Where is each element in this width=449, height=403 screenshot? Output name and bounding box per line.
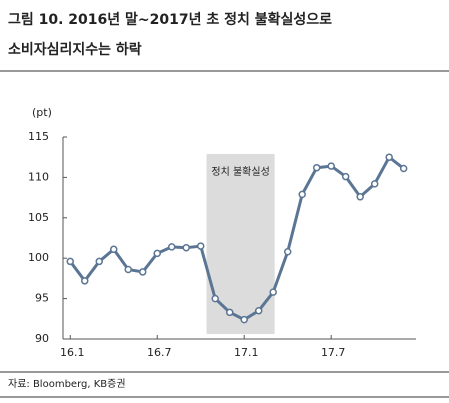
line [69,155,405,322]
marker [196,242,205,250]
marker [182,243,190,252]
source: 자료: Bloomberg, KB증권 [8,378,126,390]
chart-title: 그림 10. 2016년 말~2017년 초 정치 불확실성으로 [8,11,332,28]
marker [298,190,306,199]
marker [385,153,393,161]
x-tick-label: 17.1 [234,346,259,359]
marker [109,245,118,254]
y-axis-label: (pt) [32,106,52,119]
y-tick-label: 110 [28,170,49,183]
marker [153,249,161,258]
marker [269,288,277,296]
x-tick-label: 16.7 [147,346,172,359]
marker [399,164,408,173]
highlight-band [206,154,275,334]
marker [370,180,379,188]
chart-subtitle: 소비자심리지수는 하락 [8,41,142,58]
y-tick-label: 105 [28,211,49,224]
marker [167,243,176,251]
y-tick-label: 100 [28,251,49,264]
marker [312,163,321,172]
marker [283,247,292,256]
marker [138,268,147,276]
marker [225,308,234,317]
y-tick-label: 95 [35,292,49,305]
marker [124,265,132,274]
marker [80,277,89,285]
marker [240,315,248,324]
marker [66,257,74,266]
highlight-label: 정치 불확실성 [211,166,269,178]
marker [327,162,335,170]
marker [356,193,364,201]
marker [211,294,219,303]
marker [254,306,263,315]
x-tick-label: 17.7 [321,346,346,359]
y-tick-label: 115 [28,130,49,143]
x-tick-label: 16.1 [60,346,85,359]
y-tick-label: 90 [35,332,49,345]
marker [95,257,103,266]
marker [341,172,350,181]
